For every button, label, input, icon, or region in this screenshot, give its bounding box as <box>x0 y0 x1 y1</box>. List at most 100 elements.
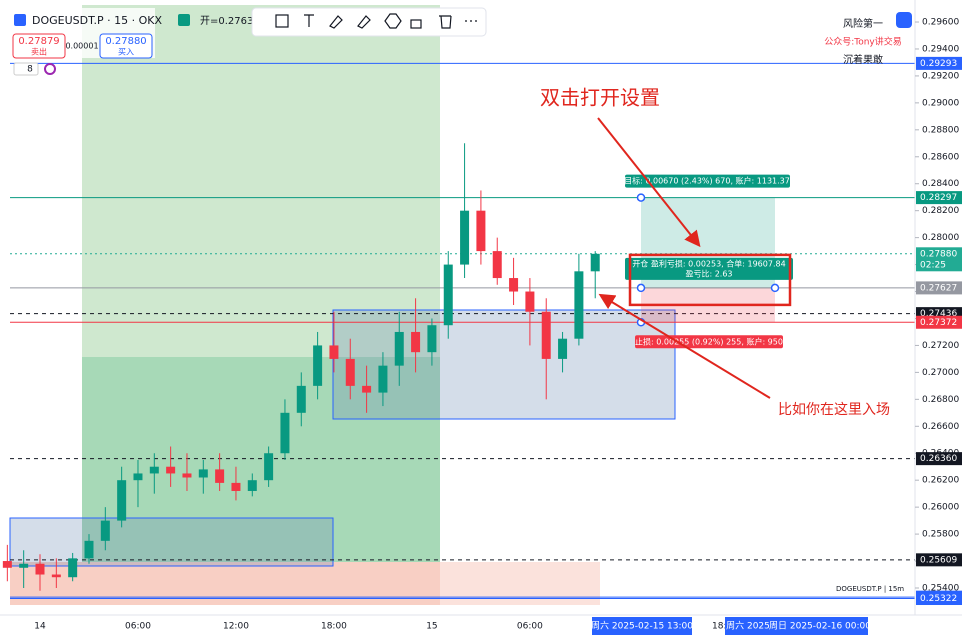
candle-body <box>149 466 159 474</box>
candle-body <box>541 311 551 359</box>
symbol-tag: DOGEUSDT.P | 15m <box>836 585 904 593</box>
price-badge <box>916 452 962 466</box>
tool-template[interactable] <box>275 14 289 28</box>
time-badge-text: 周六 2025 <box>726 620 770 632</box>
price-badge <box>916 592 962 606</box>
candle-body <box>345 358 355 386</box>
price-badge-label: 0.25322 <box>920 594 957 604</box>
status-icon <box>178 14 190 26</box>
candle-body <box>590 253 600 272</box>
time-badge <box>592 617 692 635</box>
price-badge-sub: 02:25 <box>920 260 946 270</box>
price-badge-label: 0.26360 <box>920 454 957 464</box>
price-badge <box>916 191 962 205</box>
time-text: 18: <box>712 622 726 632</box>
candle-body <box>182 473 192 478</box>
candle-body <box>215 469 225 483</box>
price-badge-label: 0.27880 <box>920 249 957 259</box>
y-tick-label: 0.28000 <box>922 233 959 243</box>
handle <box>636 283 646 293</box>
annotation-entry: 比如你在这里入场 <box>778 401 890 418</box>
candle-body <box>264 453 274 481</box>
candle-body <box>525 291 535 312</box>
tool-delete[interactable] <box>439 15 452 29</box>
y-tick-label: 0.25400 <box>922 583 959 593</box>
candle-body <box>117 480 127 521</box>
price-badge <box>916 56 962 70</box>
open-box-bg <box>625 257 793 280</box>
watermark-1: 风险第一 <box>843 17 883 30</box>
price-badge <box>916 315 962 329</box>
tool-line-color[interactable] <box>357 15 371 29</box>
indicator-count: 8 <box>27 65 33 75</box>
y-tick-label: 0.29400 <box>922 44 959 54</box>
candle-body <box>394 331 404 366</box>
y-tick-label: 0.28400 <box>922 179 959 189</box>
candle-body <box>133 473 143 481</box>
buy-label: 买入 <box>118 48 134 57</box>
candle-body <box>280 412 290 454</box>
candle-body <box>2 561 12 568</box>
arrow <box>597 117 701 248</box>
candle-body <box>329 345 339 359</box>
candle-body <box>476 210 486 252</box>
candle-body <box>166 466 176 474</box>
candle-body <box>378 365 388 393</box>
candle-body <box>68 558 78 578</box>
candle-body <box>198 469 208 478</box>
y-tick-label: 0.26600 <box>922 422 959 432</box>
open-value: 开=0.27632 <box>200 16 260 27</box>
candle-body <box>100 520 110 541</box>
y-tick-label: 0.26800 <box>922 395 959 405</box>
y-tick-label: 0.25800 <box>922 530 959 540</box>
candle-body <box>313 345 323 386</box>
x-tick-label: 12:00 <box>223 622 249 632</box>
tool-text[interactable] <box>304 14 314 27</box>
candle-body <box>443 264 453 326</box>
candle-body <box>231 482 241 491</box>
range-box <box>332 309 676 420</box>
x-tick-label: 06:00 <box>125 622 151 632</box>
y-tick-label: 0.26000 <box>922 503 959 513</box>
handle <box>770 283 780 293</box>
symbol: DOGEUSDT.P · 15 · OKX <box>32 14 162 27</box>
candle-body <box>51 574 61 578</box>
tool-lock[interactable] <box>410 19 422 29</box>
zone-red-right <box>440 562 600 605</box>
x-tick-label: 06:00 <box>517 622 543 632</box>
candle-body <box>411 331 421 353</box>
tool-fill[interactable] <box>329 15 343 29</box>
y-tick-label: 0.28800 <box>922 125 959 135</box>
price-badge-label: 0.25609 <box>920 555 957 565</box>
x-tick-label: 18:00 <box>321 622 347 632</box>
highlight-box <box>628 253 792 307</box>
tool-settings[interactable] <box>384 13 402 29</box>
price-badge-label: 0.29293 <box>920 59 957 69</box>
indicator-toggle[interactable] <box>13 62 39 76</box>
y-tick-label: 0.28200 <box>922 206 959 216</box>
candle-body <box>362 385 372 393</box>
candle-body <box>574 271 584 339</box>
arrow <box>598 293 771 399</box>
spread: 0.00001 <box>65 42 98 51</box>
candle-body <box>296 385 306 413</box>
candle-body <box>247 480 257 491</box>
price-badge-label: 0.27436 <box>920 309 957 319</box>
buy-button[interactable] <box>99 33 153 59</box>
x-tick-label: 14 <box>34 622 46 632</box>
sell-button[interactable] <box>12 33 66 59</box>
candle-body <box>84 540 94 559</box>
time-badge-text: 周日 2025-02-16 00:00 <box>769 621 871 632</box>
annotation-settings: 双击打开设置 <box>540 86 660 110</box>
settings-button[interactable] <box>896 12 912 28</box>
y-tick-label: 0.29200 <box>922 71 959 81</box>
candle-body <box>460 210 470 265</box>
sell-price: 0.27879 <box>18 36 59 47</box>
price-badge-label: 0.28297 <box>920 193 957 203</box>
stop-label: 止损: 0.00255 (0.92%) 255, 账户: 950 <box>635 336 783 346</box>
candle-body <box>558 338 568 359</box>
ratio-label: 盈亏比: 2.63 <box>685 268 732 278</box>
indicator-icon[interactable] <box>44 63 56 75</box>
price-badge <box>916 553 962 567</box>
